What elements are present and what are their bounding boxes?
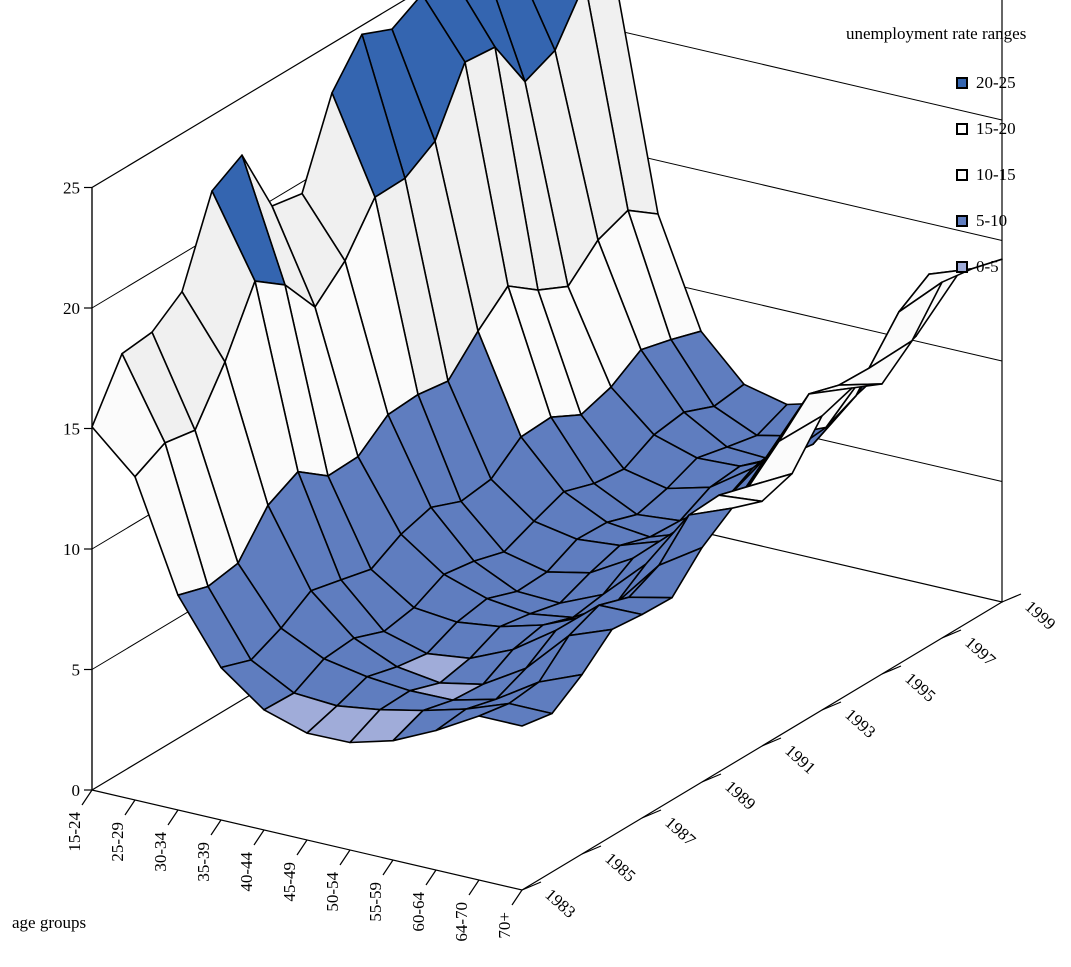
y-tick-mark [641, 809, 662, 819]
z-tick-label: 5 [72, 661, 81, 680]
x-tick-mark [210, 819, 222, 836]
y-tick-mark [881, 665, 902, 675]
x-tick-label: 45-49 [280, 862, 299, 902]
y-tick-mark [701, 773, 722, 783]
x-tick-label: 40-44 [237, 852, 256, 892]
surface-cell [868, 281, 943, 370]
x-tick-mark [167, 809, 179, 826]
legend-swatch [956, 215, 968, 227]
legend-label: 20-25 [976, 73, 1016, 92]
y-tick-mark [821, 701, 842, 711]
y-tick-label: 1991 [781, 741, 819, 778]
x-tick-mark [425, 869, 437, 886]
y-tick-label: 1993 [841, 705, 879, 742]
x-tick-label: 64-70 [452, 902, 471, 942]
y-tick-label: 1983 [541, 885, 579, 922]
x-tick-mark [339, 849, 351, 866]
x-tick-label: 35-39 [194, 842, 213, 882]
z-tick-label: 25 [63, 179, 80, 198]
x-tick-label: 55-59 [366, 882, 385, 922]
legend-label: 5-10 [976, 211, 1008, 230]
z-tick-label: 10 [63, 540, 80, 559]
y-tick-label: 1989 [721, 777, 759, 814]
x-tick-mark [382, 859, 394, 876]
legend-label: 0-5 [976, 257, 999, 276]
surface-plot [91, 0, 1003, 744]
x-tick-mark [296, 839, 308, 856]
y-tick-label: 1997 [961, 633, 999, 670]
x-tick-label: 60-64 [409, 892, 428, 932]
legend-title: unemployment rate ranges [846, 24, 1027, 43]
legend-item: 15-20 [846, 106, 1066, 152]
legend-item: 20-25 [846, 60, 1066, 106]
legend-item: 10-15 [846, 152, 1066, 198]
x-tick-label: 50-54 [323, 872, 342, 912]
legend-item: 0-5 [846, 244, 1066, 290]
y-tick-label: 1999 [1021, 597, 1059, 634]
x-tick-mark [253, 829, 265, 846]
x-axis-title: age groups [12, 913, 86, 932]
y-tick-label: 1987 [661, 813, 699, 850]
legend-swatch [956, 169, 968, 181]
legend-items: 20-25 15-20 10-15 5-10 0-5 [846, 60, 1066, 290]
y-tick-mark [761, 737, 782, 747]
legend-swatch [956, 123, 968, 135]
x-tick-mark [81, 789, 93, 806]
y-tick-mark [1001, 593, 1022, 603]
y-tick-mark [941, 629, 962, 639]
legend-label: 10-15 [976, 165, 1016, 184]
surface-cell [478, 702, 553, 727]
x-tick-label: 15-24 [65, 812, 84, 852]
x-tick-label: 70+ [495, 912, 514, 939]
z-tick-label: 20 [63, 299, 80, 318]
legend-swatch [956, 261, 968, 273]
z-tick-label: 0 [72, 781, 81, 800]
legend-item: 5-10 [846, 198, 1066, 244]
x-tick-mark [511, 889, 523, 906]
legend: unemployment rate ranges 20-25 15-20 10-15… [846, 24, 1066, 290]
y-tick-mark [521, 881, 542, 891]
x-tick-mark [124, 799, 136, 816]
y-tick-label: 1995 [901, 669, 939, 706]
y-tick-label: 1985 [601, 849, 639, 886]
x-tick-mark [468, 879, 480, 896]
legend-label: 15-20 [976, 119, 1016, 138]
y-tick-mark [581, 845, 602, 855]
legend-swatch [956, 77, 968, 89]
x-tick-label: 30-34 [151, 832, 170, 872]
z-tick-label: 15 [63, 420, 80, 439]
x-tick-label: 25-29 [108, 822, 127, 862]
